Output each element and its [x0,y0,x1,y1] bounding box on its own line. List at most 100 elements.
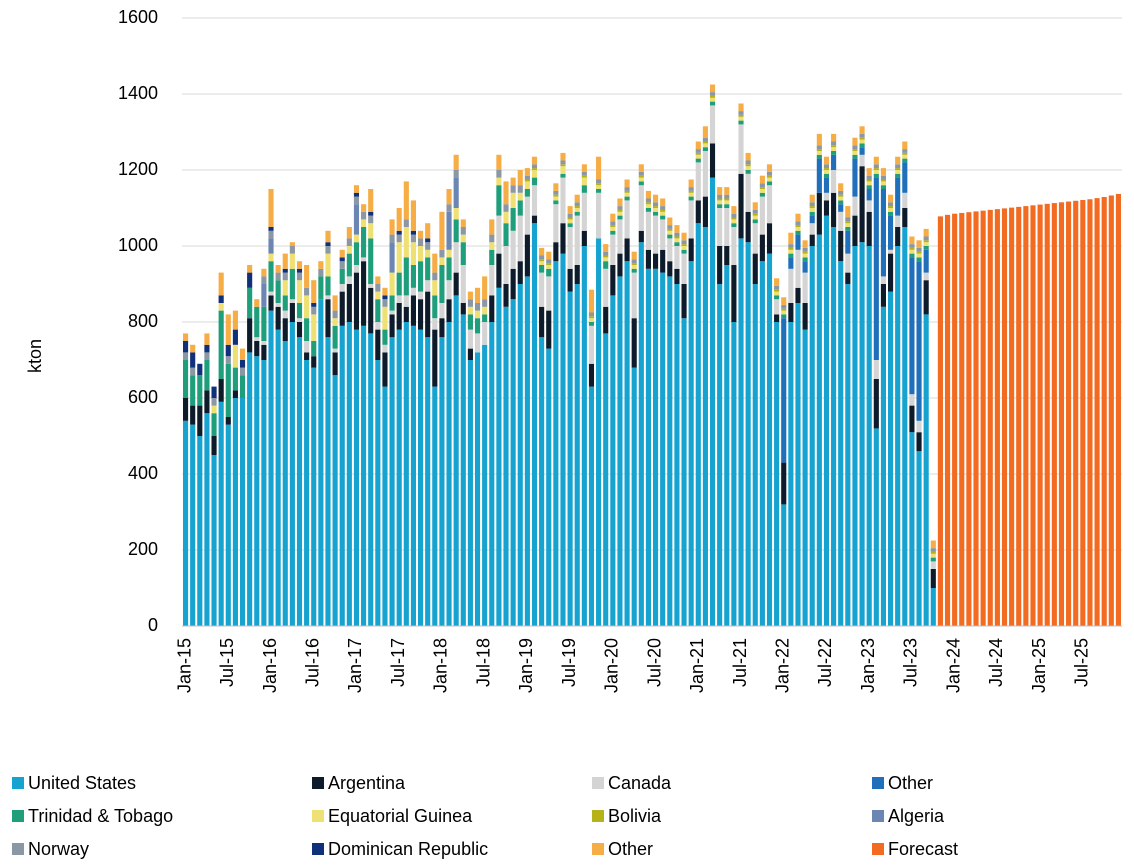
bar-segment [396,295,402,303]
bar-segment [873,156,879,165]
bar-segment [652,194,659,203]
bar-segment [660,219,666,250]
bar-segment [503,181,509,205]
bar-segment [403,306,409,322]
bar-segment [460,303,466,315]
bar-segment [460,242,466,265]
bar-segment [880,284,887,307]
bar-segment [866,211,872,246]
bar-segment [610,295,616,626]
bar-segment [567,227,573,269]
bar-segment [610,221,616,226]
bar-segment [895,156,901,165]
bar-segment [396,272,402,296]
bar-segment [304,318,310,341]
bar-segment [596,156,602,180]
bar-segment [781,310,787,315]
bar-segment [368,223,374,239]
bar-segment [617,206,623,210]
bar-segment [688,261,694,626]
bar-segment [474,287,481,303]
bar-segment [624,192,630,197]
bar-segment [895,227,901,246]
bar-segment [717,200,723,205]
bar-segment [560,223,566,254]
bar-segment [724,208,730,246]
bar-segment [645,211,652,250]
bar-segment [895,168,901,170]
bar-segment [702,143,708,148]
bar-segment [403,295,409,307]
bar-segment [788,244,794,248]
bar-segment [190,375,196,406]
bar-segment [838,230,844,262]
bar-segment [346,284,352,322]
bar-segment [916,240,922,248]
bar-segment [403,257,409,296]
bar-segment [567,213,573,218]
bar-segment [909,236,915,245]
bar-segment [460,219,466,227]
bar-segment [510,299,516,626]
bar-segment [460,265,466,303]
bar-segment [709,97,716,102]
bar-segment [410,287,417,296]
bar-segment [909,253,915,258]
bar-segment [902,141,908,150]
bar-segment [425,249,431,258]
bar-segment [275,272,281,281]
bar-segment [368,284,374,288]
bar-segment [909,247,915,250]
bar-segment [396,230,402,235]
bar-segment [304,287,310,296]
bar-segment [531,164,538,169]
legend-swatch [12,843,24,855]
bar-segment [432,253,438,273]
bar-segment [289,299,295,303]
bar-segment [702,141,708,144]
bar-segment [1080,200,1086,626]
bar-segment [546,310,552,349]
bar-segment [617,215,623,220]
bar-segment [795,213,801,222]
bar-segment [802,272,808,303]
bar-segment [325,253,331,277]
bar-segment [261,344,267,360]
bar-segment [467,291,473,300]
y-tick-label: 1400 [118,83,158,103]
bar-segment [738,111,744,115]
bar-segment [375,299,381,322]
bar-segment [823,168,830,170]
bar-segment [923,236,929,241]
bar-segment [702,126,708,138]
bar-segment [496,177,502,186]
bar-segment [261,360,267,626]
y-tick-label: 1600 [118,7,158,27]
bar-segment [446,211,452,250]
bar-segment [709,95,716,98]
bar-segment [717,284,723,626]
bar-segment [788,247,794,250]
bar-segment [774,289,780,292]
bar-segment [581,175,587,178]
legend-swatch [592,843,604,855]
bar-segment [667,217,673,226]
bar-segment [823,200,830,216]
bar-segment [474,318,481,334]
bar-segment [674,238,680,243]
bar-segment [845,217,851,222]
bar-segment [517,170,523,186]
bar-segment [282,310,288,319]
bar-segment [474,333,481,353]
bar-segment [709,101,716,106]
bar-segment [873,428,879,626]
bar-segment [268,261,274,292]
bar-segment [553,204,559,243]
bar-segment [923,242,929,246]
bar-segment [795,225,801,227]
bar-segment [496,170,502,178]
bar-segment [218,272,224,296]
legend-label: Norway [28,839,89,859]
bar-segment [866,200,872,212]
bar-segment [852,145,858,150]
